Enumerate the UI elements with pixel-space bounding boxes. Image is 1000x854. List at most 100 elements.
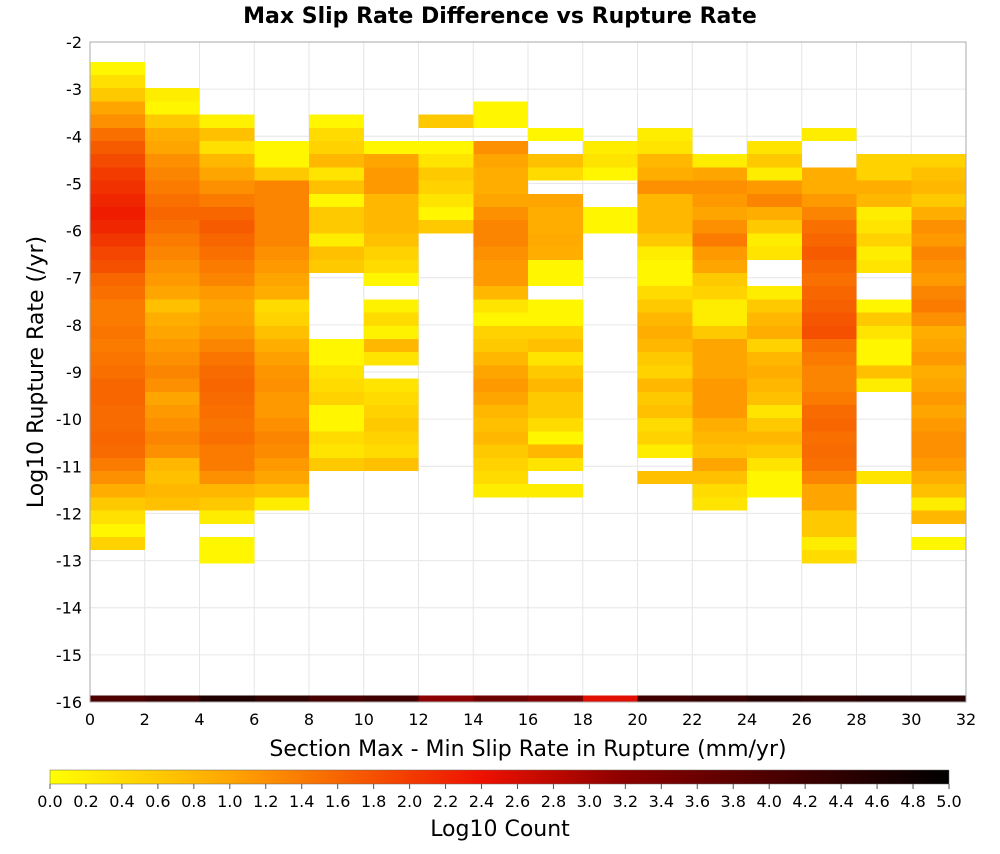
heatmap-cell	[911, 378, 966, 392]
heatmap-cell	[473, 220, 528, 234]
heatmap-cell	[309, 444, 364, 458]
heatmap-cell	[637, 299, 693, 313]
colorbar-tick-label: 4.4	[828, 792, 853, 811]
heatmap-cell	[90, 523, 145, 537]
heatmap-cell	[747, 457, 802, 471]
heatmap-cell	[90, 431, 145, 445]
heatmap-cell	[911, 537, 966, 551]
x-tick-label: 20	[627, 710, 647, 729]
heatmap-cell	[801, 246, 857, 260]
x-tick-label: 26	[792, 710, 812, 729]
heatmap-cell	[309, 207, 364, 221]
heatmap-cell	[144, 444, 200, 458]
colorbar-tick-label: 1.0	[217, 792, 242, 811]
colorbar-tick-label: 2.0	[397, 792, 422, 811]
heatmap-cell	[692, 273, 747, 287]
x-tick-label: 30	[901, 710, 921, 729]
heatmap-cell	[144, 471, 200, 485]
heatmap-cell	[637, 405, 693, 419]
heatmap-cell	[144, 273, 200, 287]
y-tick-label: -8	[66, 316, 82, 335]
heatmap-cell	[363, 246, 419, 260]
heatmap-cell	[637, 207, 693, 221]
y-tick-label: -7	[66, 269, 82, 288]
heatmap-cell	[747, 695, 802, 702]
heatmap-cell	[144, 418, 200, 432]
heatmap-cell	[254, 339, 309, 353]
heatmap-cell	[199, 207, 255, 221]
heatmap-cell	[309, 418, 364, 432]
heatmap-cell	[801, 444, 857, 458]
heatmap-cell	[637, 246, 693, 260]
x-tick-label: 10	[354, 710, 374, 729]
heatmap-cell	[144, 405, 200, 419]
heatmap-cell	[747, 471, 802, 485]
heatmap-cell	[363, 378, 419, 392]
y-tick-label: -14	[56, 599, 82, 618]
heatmap-cell	[254, 497, 309, 511]
y-tick-label: -2	[66, 33, 82, 52]
heatmap-cell	[90, 444, 145, 458]
x-tick-label: 28	[846, 710, 866, 729]
heatmap-cell	[692, 246, 747, 260]
heatmap-cell	[199, 220, 255, 234]
heatmap-cell	[363, 220, 419, 234]
heatmap-cell	[309, 431, 364, 445]
heatmap-cell	[528, 431, 583, 445]
heatmap-cell	[911, 207, 966, 221]
heatmap-cell	[747, 405, 802, 419]
heatmap-cell	[473, 471, 528, 485]
heatmap-cell	[144, 431, 200, 445]
colorbar-tick-label: 1.4	[289, 792, 314, 811]
heatmap-cell	[473, 312, 528, 326]
heatmap-cell	[801, 378, 857, 392]
heatmap-cell	[911, 352, 966, 366]
heatmap-cell	[199, 352, 255, 366]
x-tick-label: 0	[85, 710, 95, 729]
heatmap-cell	[144, 233, 200, 247]
x-tick-label: 18	[573, 710, 593, 729]
heatmap-cell	[911, 154, 966, 168]
colorbar-tick-label: 4.2	[792, 792, 817, 811]
heatmap-cell	[254, 457, 309, 471]
heatmap-cell	[199, 471, 255, 485]
heatmap-cell	[801, 352, 857, 366]
heatmap-cell	[363, 444, 419, 458]
heatmap-cell	[692, 259, 747, 273]
heatmap-cell	[801, 695, 857, 702]
y-tick-label: -11	[56, 457, 82, 476]
heatmap-cell	[90, 325, 145, 339]
y-tick-label: -3	[66, 80, 82, 99]
heatmap-cell	[199, 391, 255, 405]
heatmap-cell	[254, 405, 309, 419]
heatmap-cell	[90, 457, 145, 471]
heatmap-cell	[856, 220, 912, 234]
heatmap-cell	[856, 154, 912, 168]
heatmap-cell	[144, 457, 200, 471]
heatmap-cell	[692, 497, 747, 511]
heatmap-cell	[801, 312, 857, 326]
heatmap-cell	[856, 378, 912, 392]
heatmap-cell	[692, 365, 747, 379]
heatmap-cell	[473, 695, 528, 702]
heatmap-cell	[747, 141, 802, 155]
heatmap-cell	[637, 167, 693, 181]
heatmap-cell	[199, 286, 255, 300]
heatmap-cell	[199, 537, 255, 551]
x-tick-label: 6	[249, 710, 259, 729]
heatmap-cell	[254, 695, 309, 702]
heatmap-cell	[309, 391, 364, 405]
heatmap-cell	[199, 418, 255, 432]
heatmap-cell	[528, 405, 583, 419]
heatmap-cell	[144, 378, 200, 392]
heatmap-cell	[637, 273, 693, 287]
heatmap-cell	[856, 365, 912, 379]
colorbar-tick-label: 0.2	[73, 792, 98, 811]
heatmap-cell	[473, 484, 528, 498]
y-tick-label: -16	[56, 693, 82, 712]
heatmap-cell	[747, 167, 802, 181]
heatmap-cell	[199, 444, 255, 458]
colorbar-tick-label: 5.0	[936, 792, 961, 811]
heatmap-cell	[692, 457, 747, 471]
heatmap-cell	[254, 444, 309, 458]
